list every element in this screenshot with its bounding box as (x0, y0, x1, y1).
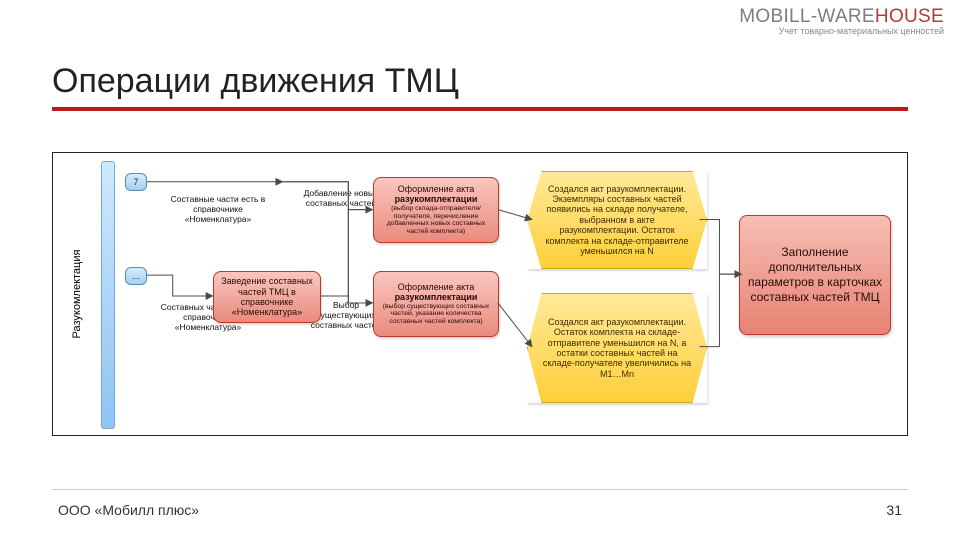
node-act-top: Оформление акта разукомплектации (выбор … (373, 177, 499, 243)
page-number: 31 (886, 502, 902, 518)
side-rail (101, 161, 115, 429)
chip-7: 7 (125, 173, 147, 191)
chip-more: ... (125, 267, 147, 285)
node-act-bottom: Оформление акта разукомплектации (выбор … (373, 271, 499, 337)
page-title: Операции движения ТМЦ (52, 62, 908, 111)
diagram-stage: Разукомлектация 7 ... Составные части ес… (52, 152, 908, 436)
title-wrap: Операции движения ТМЦ (0, 62, 960, 111)
brand-title-main: MOBILL-WARE (739, 6, 875, 27)
footer-rule (52, 489, 908, 490)
footer-company: ООО «Мобилл плюс» (58, 502, 199, 518)
sidebar-label: Разукомлектация (71, 250, 83, 339)
brand-title-accent: HOUSE (875, 6, 944, 27)
brand-title: MOBILL-WAREHOUSE (739, 6, 944, 28)
brand-block: MOBILL-WAREHOUSE Учет товарно-материальн… (739, 6, 944, 36)
node-result-top: Создался акт разукомплектации. Экземпляр… (527, 171, 707, 269)
node-fill-params: Заполнение дополнительных параметров в к… (739, 215, 891, 335)
node-result-bottom: Создался акт разукомплектации. Остаток к… (527, 293, 707, 403)
label-parts-exist: Составные части есть в справочнике «Номе… (163, 195, 273, 224)
node-create-parts: Заведение составных частей ТМЦ в справоч… (213, 271, 321, 323)
